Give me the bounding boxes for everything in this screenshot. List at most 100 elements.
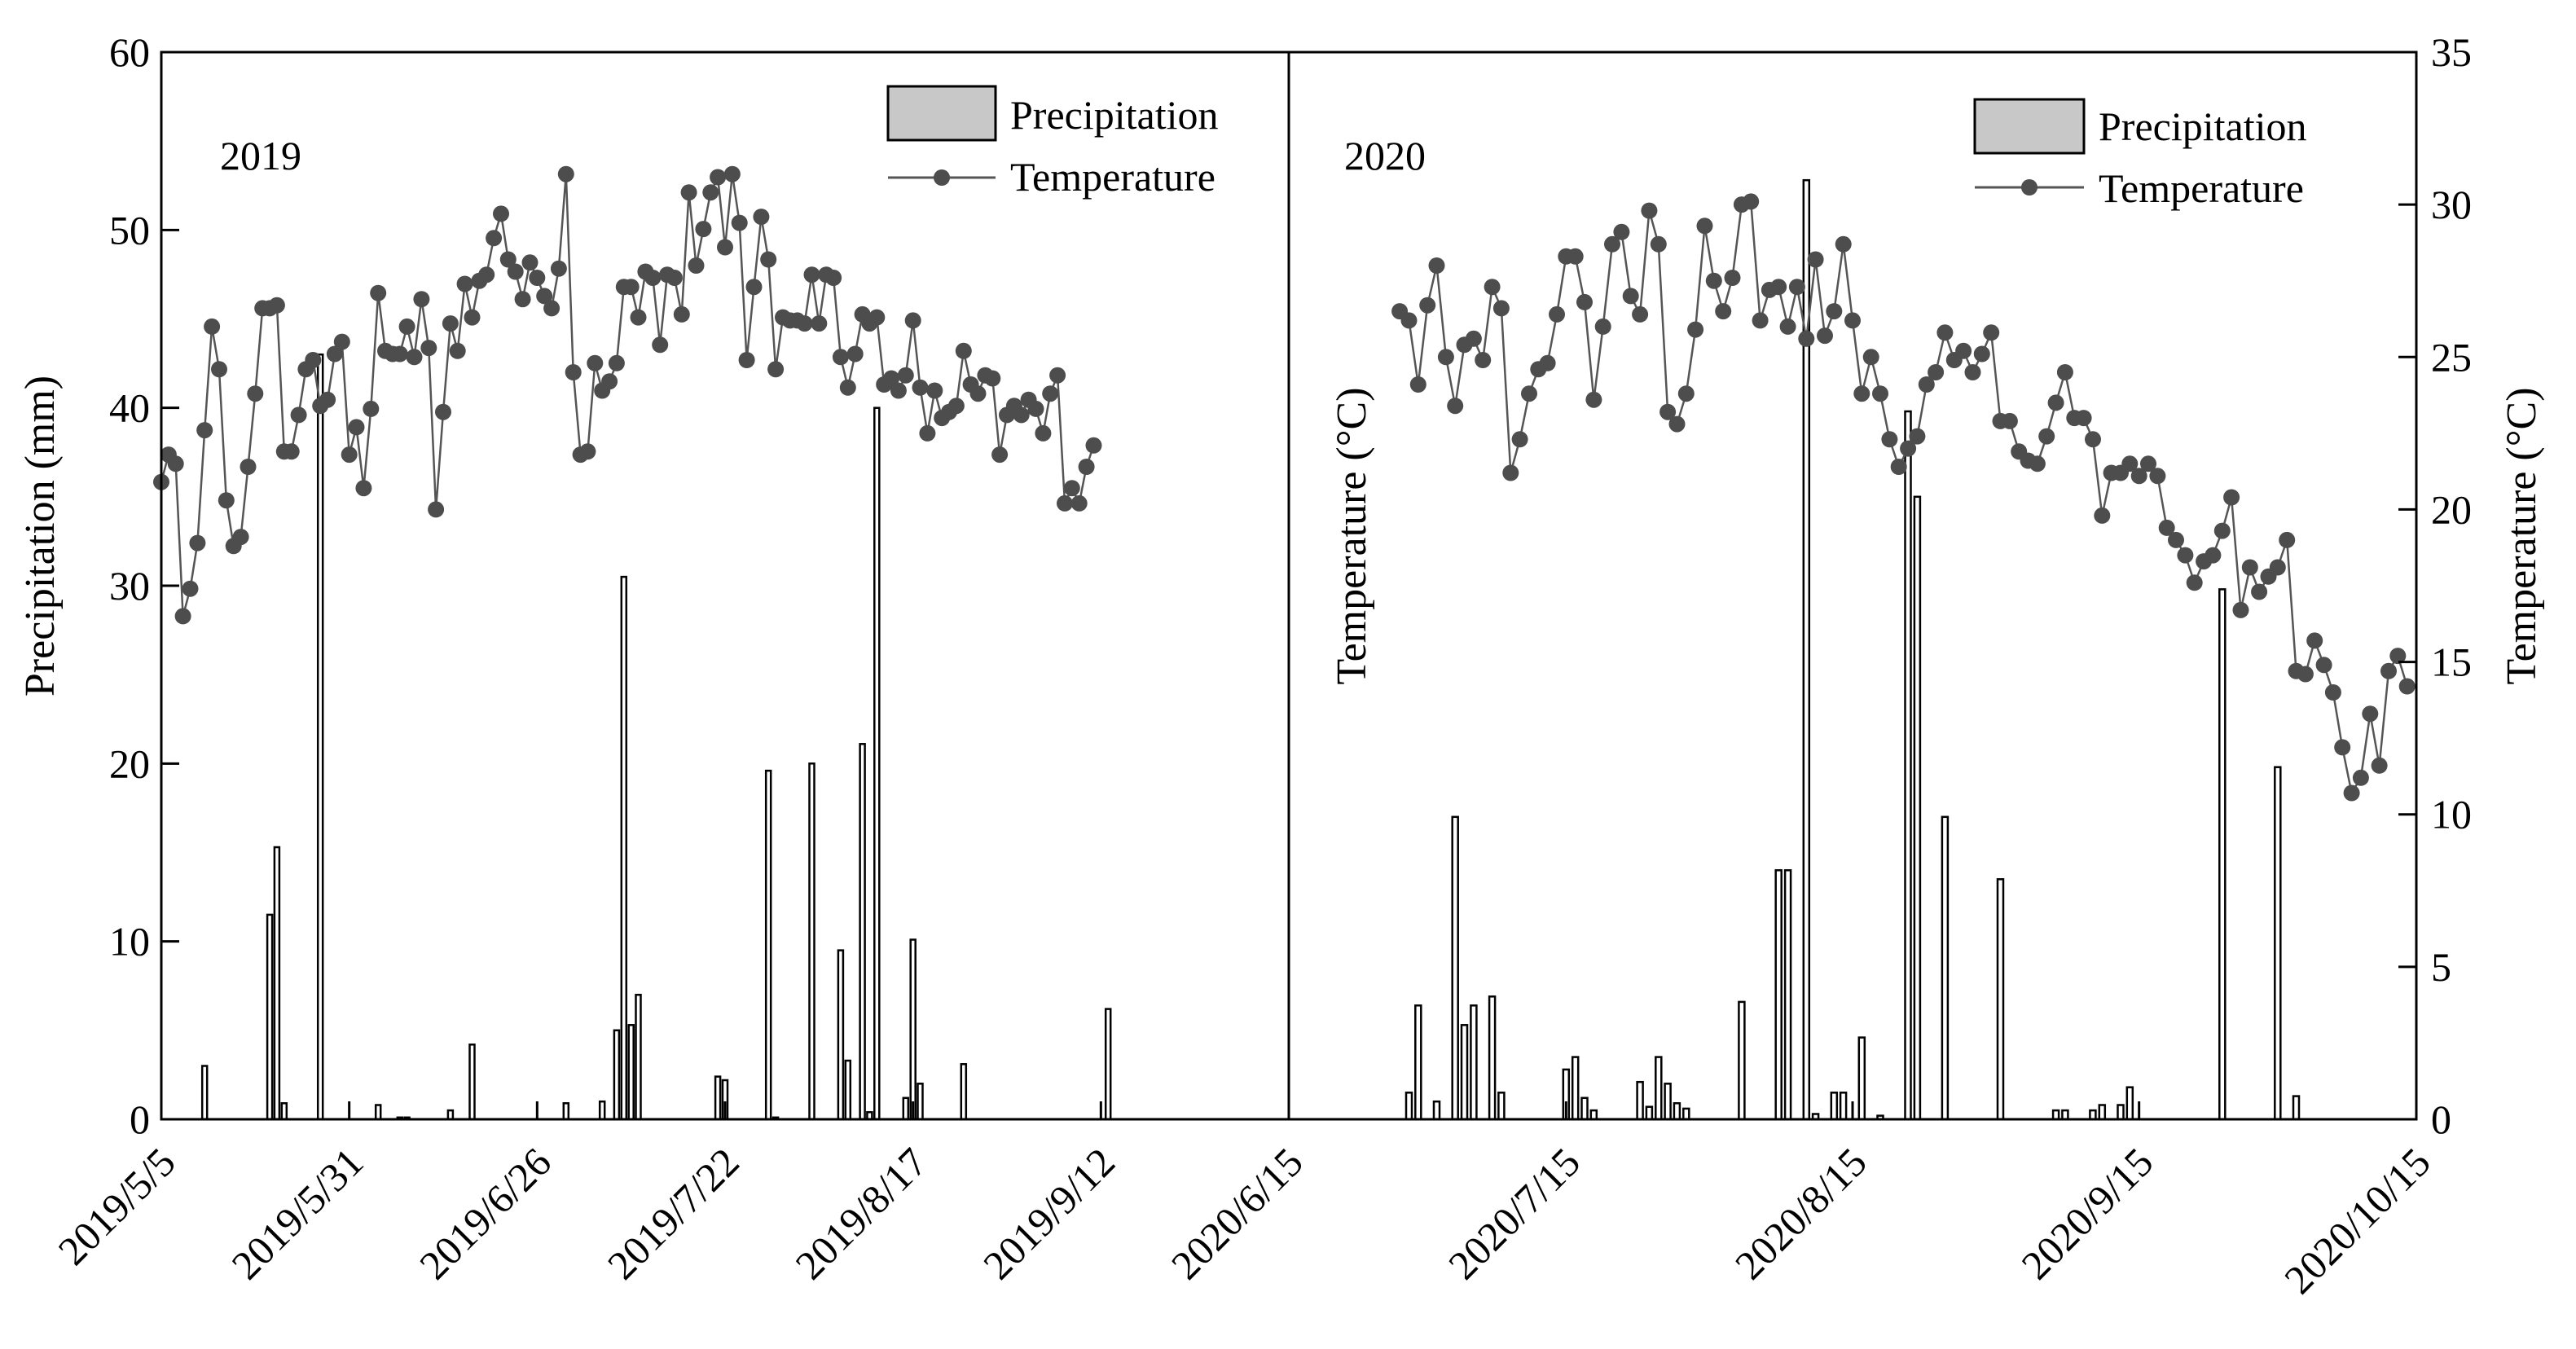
precip-bar-2019-15 — [635, 993, 642, 1121]
temp-point-2020-27 — [1641, 202, 1658, 219]
temp-point-2020-84 — [2168, 531, 2184, 548]
y-right-tick-label-0: 0 — [2431, 1096, 2451, 1142]
precip-bar-2019-11 — [598, 1100, 606, 1121]
precip-bar-2019-14 — [627, 1024, 635, 1121]
precip-bar-2019-9 — [468, 1044, 476, 1121]
temp-point-2019-28 — [355, 480, 372, 497]
temp-point-2019-128 — [1078, 459, 1095, 475]
temp-point-2019-84 — [760, 251, 777, 268]
legend-2019-temp-marker — [934, 169, 950, 186]
panel-2020-extra-ylabel: Temperature (°C) — [1329, 387, 1375, 684]
y-right-tick-label-6: 30 — [2431, 182, 2472, 227]
temp-point-2020-20 — [1576, 293, 1593, 310]
precip-bar-2020-14 — [1655, 1056, 1663, 1121]
temp-point-2019-33 — [391, 345, 408, 363]
precip-bar-2019-27 — [909, 938, 917, 1121]
temp-point-2020-76 — [2094, 507, 2111, 524]
temp-point-2020-61 — [1955, 342, 1972, 359]
temp-point-2020-82 — [2149, 468, 2166, 485]
temp-point-2019-102 — [890, 382, 907, 399]
temp-point-2019-41 — [449, 342, 466, 359]
temp-point-2020-66 — [2001, 412, 2018, 429]
temp-point-2020-50 — [1853, 385, 1870, 402]
precip-bar-2020-9 — [1571, 1056, 1580, 1121]
temp-point-2020-98 — [2297, 666, 2314, 683]
precip-bar-2019-22 — [844, 1059, 852, 1121]
temp-point-2019-71 — [666, 270, 683, 286]
y-axis-left-title: Precipitation (mm) — [17, 376, 64, 696]
precip-bar-2020-16 — [1673, 1102, 1681, 1121]
temp-point-2020-109 — [2398, 678, 2416, 695]
y-left-tick-label-6: 60 — [109, 29, 150, 75]
temp-point-2020-3 — [1419, 297, 1436, 314]
temp-point-2020-39 — [1752, 312, 1769, 329]
legend-2019-precip-label: Precipitation — [1010, 92, 1219, 138]
temp-point-2019-59 — [579, 443, 596, 460]
precip-bar-2020-6 — [1488, 995, 1497, 1121]
temp-point-2020-44 — [1798, 330, 1815, 347]
temp-point-2019-47 — [493, 205, 509, 222]
temp-point-2020-29 — [1659, 403, 1677, 420]
temp-point-2020-38 — [1743, 193, 1760, 210]
temp-point-2020-70 — [2038, 428, 2055, 445]
x-tick-label-2020-4: 2020/10/15 — [2275, 1139, 2439, 1303]
temp-point-2020-9 — [1475, 352, 1492, 368]
temp-point-2019-105 — [912, 379, 929, 396]
temp-point-2019-23 — [319, 391, 336, 408]
temp-point-2019-96 — [846, 345, 864, 363]
temp-point-2019-85 — [767, 361, 785, 378]
temp-point-2020-62 — [1964, 364, 1981, 380]
temp-point-2019-125 — [1057, 494, 1073, 512]
temp-point-2019-65 — [622, 279, 640, 296]
temp-point-2020-104 — [2352, 769, 2369, 786]
temp-point-2019-9 — [218, 492, 235, 509]
temp-point-2019-83 — [753, 209, 770, 226]
temp-point-2019-43 — [464, 309, 481, 326]
precip-bar-2020-15 — [1664, 1083, 1672, 1121]
temp-point-2019-4 — [182, 580, 199, 597]
precip-bar-2020-24 — [1839, 1092, 1848, 1121]
temp-point-2020-89 — [2213, 522, 2231, 539]
precip-bar-2020-38 — [2274, 766, 2282, 1121]
precip-bar-2020-11 — [1589, 1109, 1598, 1121]
temp-point-2019-53 — [536, 288, 553, 305]
temp-point-2019-27 — [348, 419, 365, 436]
temp-point-2019-52 — [529, 270, 546, 286]
temp-point-2019-2 — [167, 455, 184, 472]
legend-2020-precip-label: Precipitation — [2099, 103, 2307, 149]
temp-point-2019-91 — [811, 315, 828, 332]
temp-point-2020-59 — [1936, 324, 1954, 341]
precip-bar-2020-39 — [2292, 1095, 2301, 1121]
y-left-tick-label-2: 20 — [109, 740, 150, 786]
precip-bar-2019-23 — [859, 743, 866, 1121]
temp-point-2019-57 — [565, 364, 582, 380]
temp-point-2019-110 — [947, 398, 965, 415]
precip-bar-2019-4 — [316, 353, 324, 1121]
precip-bar-2019-10 — [562, 1102, 570, 1121]
temp-point-2020-42 — [1779, 318, 1796, 335]
temp-point-2019-60 — [587, 354, 604, 371]
temp-point-2020-34 — [1705, 272, 1722, 289]
temp-point-2020-80 — [2130, 468, 2147, 485]
y-left-tick-label-5: 50 — [109, 207, 150, 253]
temp-point-2020-13 — [1511, 431, 1528, 448]
temp-point-2020-28 — [1650, 235, 1667, 253]
temp-point-2020-74 — [2075, 410, 2092, 427]
temp-point-2019-35 — [406, 349, 423, 366]
precip-bar-2019-26 — [902, 1096, 910, 1121]
precip-bar-2019-12 — [613, 1029, 621, 1121]
temp-point-2020-43 — [1788, 279, 1805, 296]
temp-point-2020-81 — [2140, 455, 2156, 472]
temp-point-2019-101 — [883, 370, 900, 387]
temp-point-2020-19 — [1567, 248, 1584, 265]
temp-point-2020-71 — [2047, 394, 2064, 411]
temp-point-2019-51 — [521, 254, 538, 271]
year-label-2020: 2020 — [1344, 133, 1426, 178]
temp-point-2019-74 — [688, 257, 705, 274]
precip-bar-2020-28 — [1913, 495, 1922, 1121]
legend-2019-temp-label: Temperature — [1010, 154, 1215, 200]
precip-bar-2019-29 — [960, 1063, 968, 1121]
temp-point-2020-4 — [1428, 257, 1445, 274]
temp-point-2020-35 — [1715, 303, 1732, 320]
temp-point-2019-30 — [370, 284, 387, 301]
